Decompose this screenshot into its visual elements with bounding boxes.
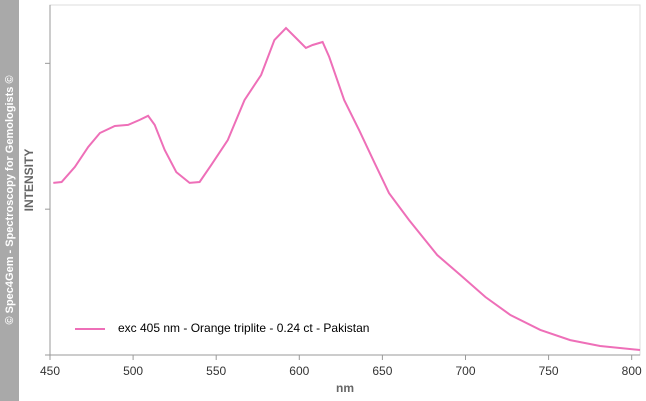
x-tick-label: 800 — [622, 364, 642, 378]
plot-frame — [49, 4, 641, 356]
watermark: © Spec4Gem - Spectroscopy for Gemologist… — [4, 75, 16, 324]
x-tick-label: 600 — [289, 364, 309, 378]
x-tick-label: 750 — [539, 364, 559, 378]
legend-label: exc 405 nm - Orange triplite - 0.24 ct -… — [118, 321, 369, 335]
x-tick-label: 450 — [40, 364, 60, 378]
watermark-band — [0, 0, 19, 401]
y-axis-label: INTENSITY — [22, 149, 36, 212]
data-line — [53, 26, 641, 351]
x-axis-label: nm — [336, 381, 354, 395]
x-tick-label: 500 — [123, 364, 143, 378]
x-tick-label: 550 — [206, 364, 226, 378]
x-tick-label: 650 — [372, 364, 392, 378]
x-tick-label: 700 — [455, 364, 475, 378]
